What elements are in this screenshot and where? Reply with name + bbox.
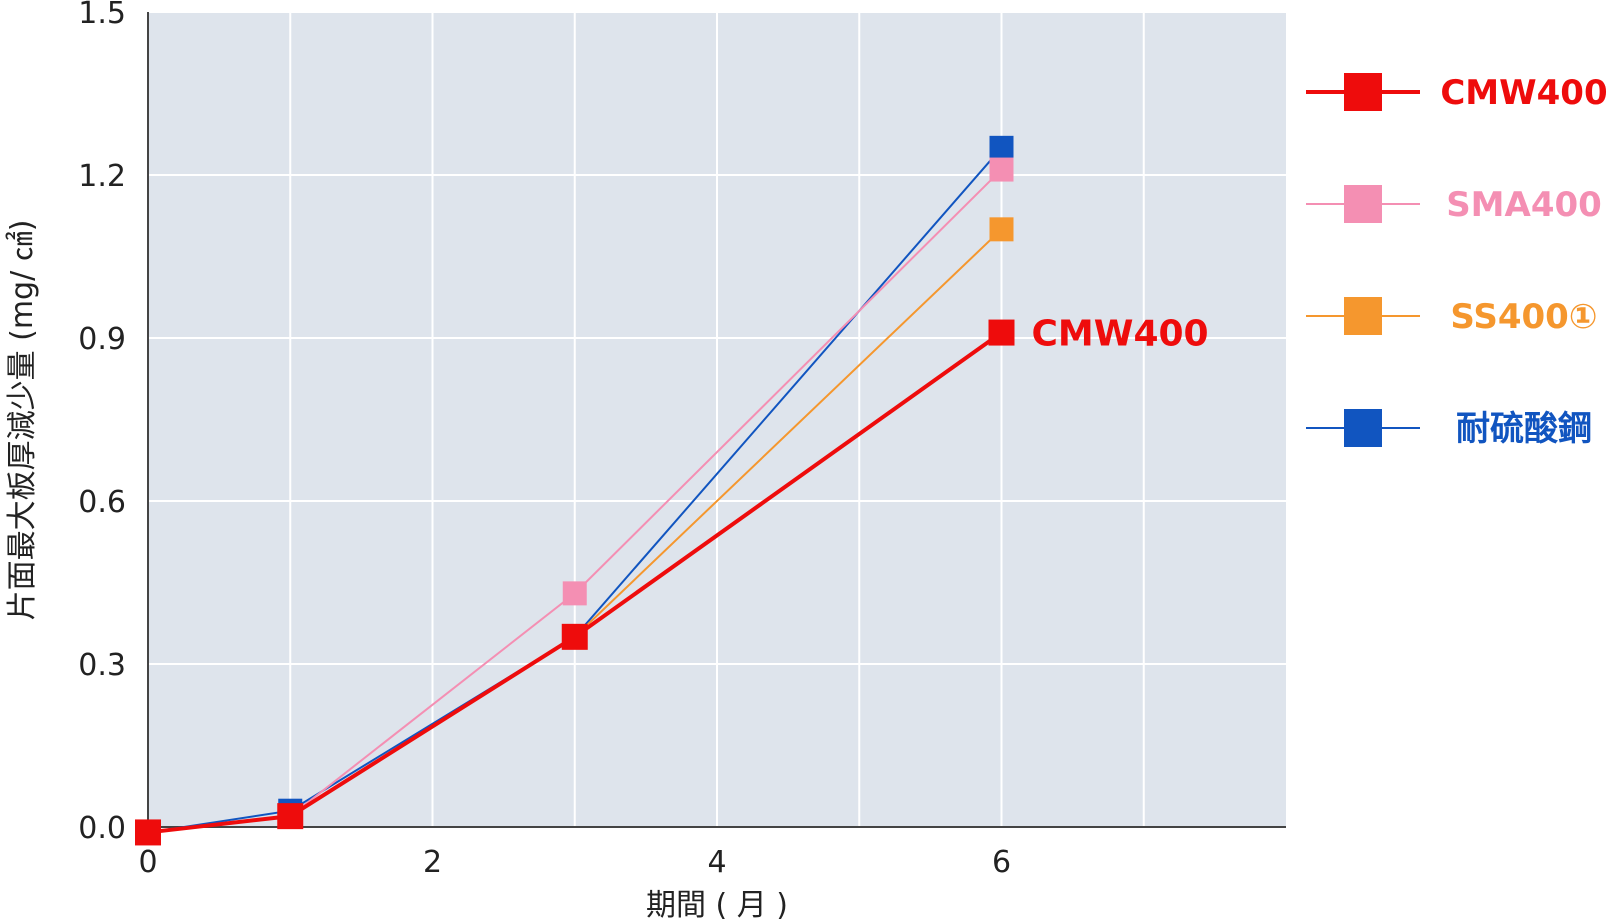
series-group (135, 135, 1015, 846)
data-point (989, 135, 1014, 160)
x-tick-labels: 0 2 4 6 (138, 845, 1011, 880)
data-point (988, 319, 1015, 346)
data-point (989, 157, 1014, 182)
legend-marker (1344, 409, 1382, 447)
legend-item-s: 耐硫酸鋼 (1306, 409, 1592, 449)
y-axis-title: 片面最大板厚減少量 (mg/ ㎠) (5, 220, 40, 621)
legend-marker (1344, 297, 1382, 335)
x-tick-label: 6 (992, 845, 1011, 880)
grid-lines (148, 11, 1286, 827)
y-tick-label: 0.6 (78, 485, 126, 520)
data-point (562, 581, 587, 606)
data-point (989, 217, 1014, 242)
y-tick-label: 1.2 (78, 159, 126, 194)
annotation-label: CMW400 (1032, 314, 1209, 355)
data-point (277, 803, 304, 830)
y-tick-label: 0.3 (78, 648, 126, 683)
y-tick-labels: 0.0 0.3 0.6 0.9 1.2 1.5 (78, 0, 126, 846)
legend-item-cmw400: CMW400 (1306, 73, 1608, 113)
x-tick-label: 4 (707, 845, 726, 880)
legend: CMW400 SMA400 SS400① 耐硫酸鋼 (1306, 73, 1608, 449)
series-line (147, 147, 1003, 834)
y-tick-label: 1.5 (78, 0, 126, 31)
legend-label: 耐硫酸鋼 (1456, 409, 1592, 449)
y-tick-label: 0.9 (78, 322, 126, 357)
legend-label: CMW400 (1440, 73, 1607, 113)
x-tick-label: 0 (138, 845, 157, 880)
legend-marker (1344, 73, 1382, 111)
legend-item-ss400: SS400① (1306, 297, 1598, 337)
x-axis-title: 期間 ( 月 ) (646, 888, 788, 923)
x-tick-label: 2 (423, 845, 442, 880)
legend-label: SMA400 (1446, 185, 1602, 225)
y-tick-label: 0.0 (78, 811, 126, 846)
data-point (561, 623, 588, 650)
legend-marker (1344, 185, 1382, 223)
legend-label: SS400① (1450, 297, 1597, 337)
annotations: CMW400 (1032, 314, 1209, 355)
data-point (135, 819, 161, 846)
series-cmw400 (135, 319, 1015, 846)
series-line (147, 330, 1003, 835)
legend-item-sma400: SMA400 (1306, 185, 1602, 225)
